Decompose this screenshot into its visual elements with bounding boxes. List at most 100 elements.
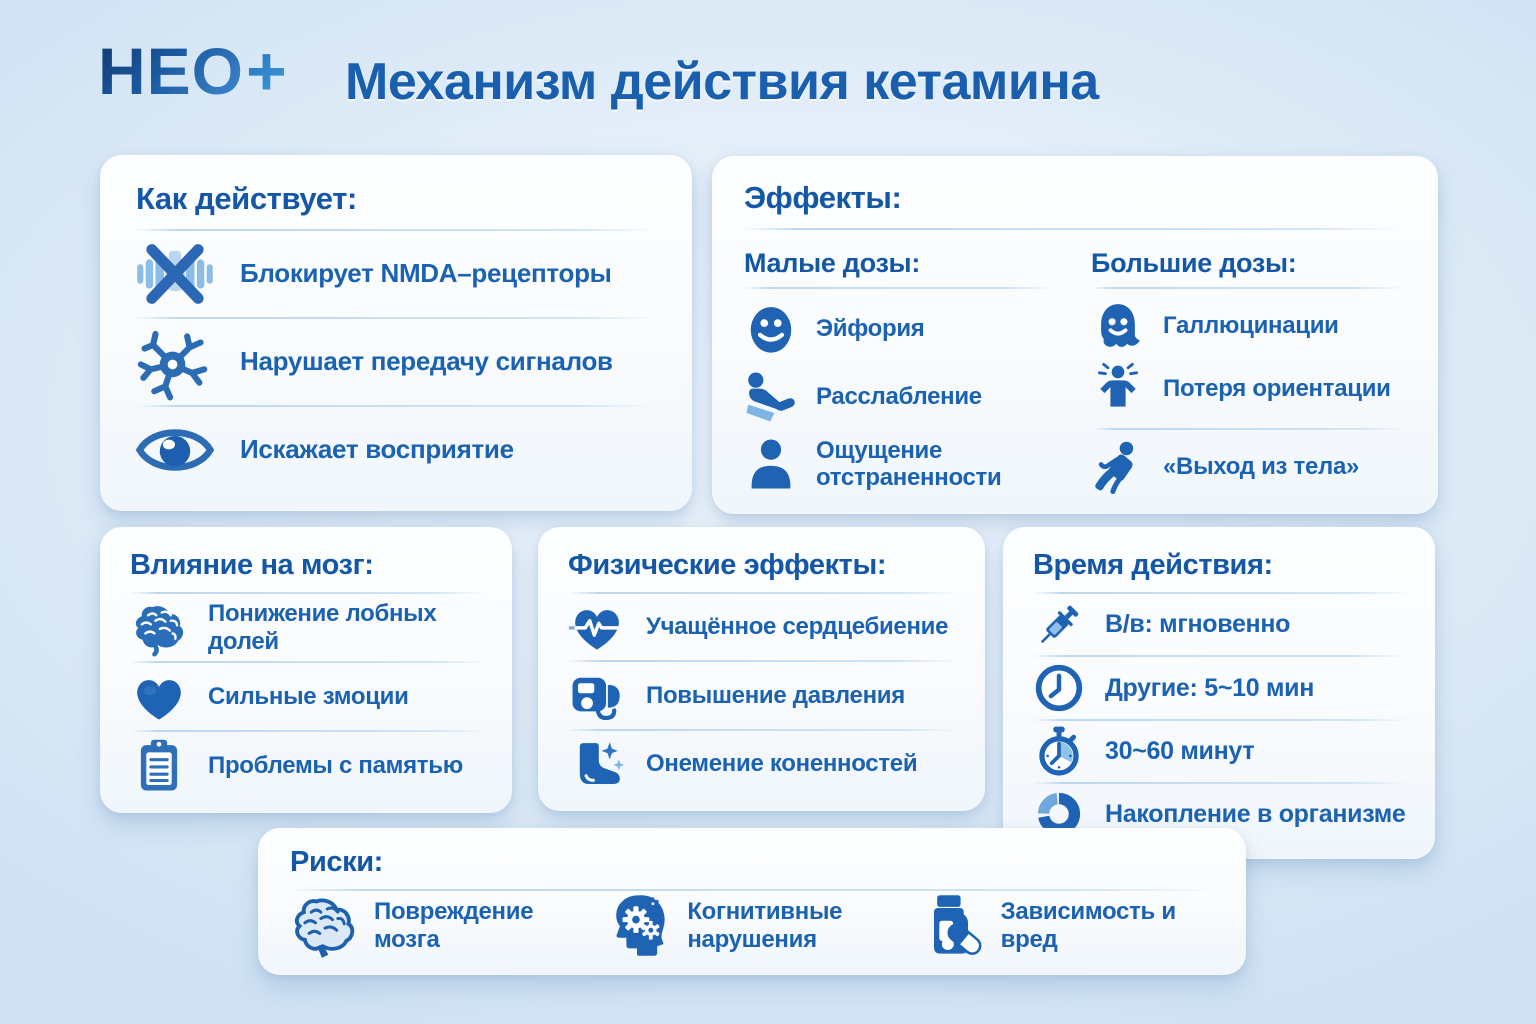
card-title: Физические эффекты: xyxy=(568,549,887,581)
pill-bottle-icon xyxy=(917,892,985,960)
heartbeat-heart-icon xyxy=(568,598,626,656)
divider xyxy=(1091,287,1404,289)
numb-foot-icon xyxy=(568,735,626,793)
item-label: Повышение давления xyxy=(646,681,905,709)
divider xyxy=(568,592,959,594)
list-item: Галлюцинации xyxy=(1091,295,1404,357)
brand-logo-plus-icon: + xyxy=(246,32,287,110)
item-label: Онемение коненностей xyxy=(646,750,918,778)
column-title: Малые дозы: xyxy=(744,248,921,278)
divider xyxy=(136,317,654,319)
card-title: Эффекты: xyxy=(744,180,902,215)
smiley-face-icon xyxy=(744,302,798,356)
clock-icon xyxy=(1033,662,1085,714)
divider xyxy=(130,592,486,594)
item-label: Сильные змоции xyxy=(208,682,409,710)
list-item: Накопление в организме xyxy=(1033,784,1409,845)
item-label: 30~60 минут xyxy=(1105,736,1255,765)
card-risks: Риски: Повреждение мозга Когнитивные нар… xyxy=(258,828,1246,975)
neuron-icon xyxy=(136,323,214,401)
list-item: 30~60 минут xyxy=(1033,721,1409,782)
list-item: Зависимость и вред xyxy=(917,892,1216,960)
brand-logo: НЕО + xyxy=(98,36,287,106)
item-label: Галлюцинации xyxy=(1163,312,1339,340)
stopwatch-icon xyxy=(1033,725,1085,777)
item-label: Другие: 5~10 мин xyxy=(1105,673,1315,702)
divider xyxy=(744,228,1404,230)
list-item: Нарушает передачу сигналов xyxy=(136,319,654,405)
divider xyxy=(1033,718,1409,721)
card-effects: Эффекты: Малые дозы: Эйфория Расслаблени… xyxy=(712,156,1438,514)
divider xyxy=(1033,781,1409,784)
list-item: Потеря ориентации xyxy=(1091,357,1404,419)
item-label: Учащённое сердцебиение xyxy=(646,613,949,641)
list-item: Другие: 5~10 мин xyxy=(1033,657,1409,718)
list-item: «Выход из тела» xyxy=(1091,436,1404,498)
column-title: Большие дозы: xyxy=(1091,248,1297,278)
disoriented-person-icon xyxy=(1091,361,1145,415)
card-brain-impact: Влияние на мозг: Понижение лобных долей … xyxy=(100,527,512,813)
divider xyxy=(1091,427,1404,430)
list-item: Понижение лобных долей xyxy=(130,594,486,661)
item-label: Искажает восприятие xyxy=(240,434,514,465)
divider xyxy=(744,287,1057,289)
person-silhouette-icon xyxy=(744,437,798,491)
blocked-nmda-receptor-icon xyxy=(136,235,214,313)
blood-pressure-monitor-icon xyxy=(568,666,626,724)
list-item: Сильные змоции xyxy=(130,663,486,730)
card-title: Как действует: xyxy=(136,181,357,216)
reclining-person-icon xyxy=(744,370,798,424)
divider xyxy=(1033,592,1409,594)
brand-logo-text: НЕО xyxy=(98,34,245,108)
list-item: Когнитивные нарушения xyxy=(603,892,902,960)
item-label: Эйфория xyxy=(816,315,925,343)
column-large-doses: Большие дозы: Галлюцинации Потеря ориент… xyxy=(1091,248,1404,498)
divider xyxy=(568,728,959,731)
list-item: Искажает восприятие xyxy=(136,407,654,493)
floating-person-icon xyxy=(1091,440,1145,494)
eye-icon xyxy=(136,411,214,489)
list-item: Эйфория xyxy=(744,295,1057,363)
item-label: Нарушает передачу сигналов xyxy=(240,346,613,377)
item-label: Зависимость и вред xyxy=(1000,898,1176,953)
item-label: Проблемы с памятью xyxy=(208,751,463,779)
card-title: Риски: xyxy=(290,846,383,878)
card-physical-effects: Физические эффекты: Учащённое сердцебиен… xyxy=(538,527,985,811)
card-title: Время действия: xyxy=(1033,549,1273,581)
list-item: В/в: мгновенно xyxy=(1033,594,1409,655)
item-label: В/в: мгновенно xyxy=(1105,610,1291,639)
card-how-it-works: Как действует: Блокирует NMDA–рецепторы … xyxy=(100,155,692,511)
divider xyxy=(130,661,486,663)
list-item: Расслабление xyxy=(744,363,1057,431)
item-label: Блокирует NMDA–рецепторы xyxy=(240,258,612,289)
item-label: «Выход из тела» xyxy=(1163,453,1360,481)
list-item: Повышение давления xyxy=(568,662,959,728)
item-label: Ощущение отстраненности xyxy=(816,436,1002,492)
divider xyxy=(568,660,959,663)
syringe-icon xyxy=(1033,599,1085,651)
list-item: Ощущение отстраненности xyxy=(744,430,1057,498)
list-item: Повреждение мозга xyxy=(290,892,589,960)
item-label: Расслабление xyxy=(816,382,982,410)
page-title: Механизм действия кетамина xyxy=(345,53,1099,111)
head-with-gears-icon xyxy=(603,892,671,960)
item-label: Накопление в организме xyxy=(1105,800,1406,828)
item-label: Когнитивные нарушения xyxy=(687,898,843,953)
item-label: Понижение лобных долей xyxy=(208,599,437,655)
list-item: Проблемы с памятью xyxy=(130,732,486,799)
list-item: Учащённое сердцебиение xyxy=(568,594,959,660)
card-title: Влияние на мозг: xyxy=(130,549,374,581)
item-label: Потеря ориентации xyxy=(1163,374,1391,402)
ghost-icon xyxy=(1091,299,1145,353)
divider xyxy=(130,730,486,732)
list-item: Онемение коненностей xyxy=(568,731,959,797)
damaged-brain-icon xyxy=(290,892,358,960)
clipboard-icon xyxy=(130,737,188,795)
list-item: Блокирует NMDA–рецепторы xyxy=(136,231,654,317)
divider xyxy=(1033,655,1409,658)
item-label: Повреждение мозга xyxy=(374,898,534,953)
column-small-doses: Малые дозы: Эйфория Расслабление Ощущени… xyxy=(744,248,1057,498)
card-duration: Время действия: В/в: мгновенно Другие: 5… xyxy=(1003,527,1435,859)
divider xyxy=(290,889,1216,891)
heart-icon xyxy=(130,668,188,726)
